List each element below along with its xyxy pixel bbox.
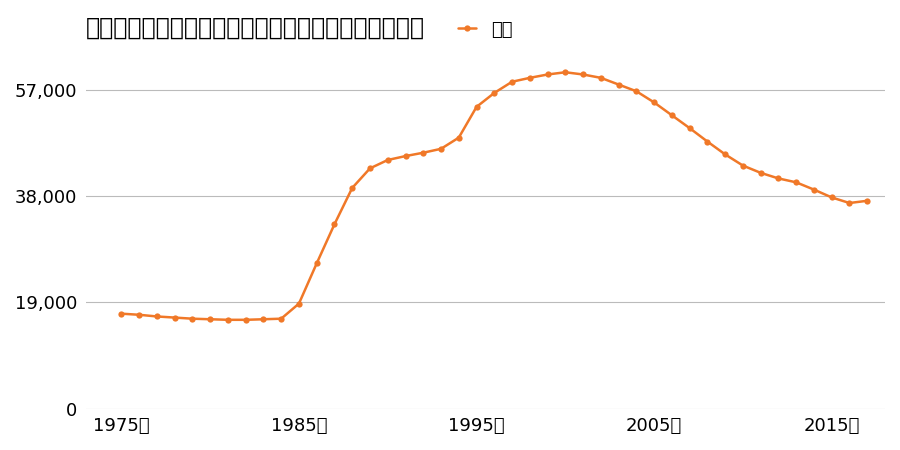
価格 xyxy=(187,316,198,321)
価格 xyxy=(808,187,819,192)
価格 xyxy=(364,166,375,171)
価格 xyxy=(293,301,304,306)
価格 xyxy=(454,135,464,140)
価格 xyxy=(844,200,855,206)
価格 xyxy=(649,100,660,105)
価格 xyxy=(702,139,713,144)
Text: 福島県福島市瀬上町字東町１丁目１番１０の地価推移: 福島県福島市瀬上町字東町１丁目１番１０の地価推移 xyxy=(86,15,425,39)
Legend: 価格: 価格 xyxy=(451,14,519,46)
価格 xyxy=(826,195,837,200)
価格 xyxy=(400,153,411,159)
価格 xyxy=(631,89,642,94)
価格 xyxy=(791,180,802,185)
価格 xyxy=(560,70,571,75)
価格 xyxy=(204,316,215,322)
価格 xyxy=(382,158,393,163)
価格 xyxy=(275,316,286,321)
価格 xyxy=(667,112,678,118)
価格 xyxy=(755,170,766,176)
価格 xyxy=(613,82,624,87)
価格 xyxy=(578,72,589,77)
価格 xyxy=(329,221,340,227)
価格 xyxy=(436,146,446,152)
価格 xyxy=(489,90,500,96)
価格 xyxy=(311,261,322,266)
価格 xyxy=(116,311,127,316)
価格 xyxy=(525,75,535,81)
価格 xyxy=(222,317,233,323)
価格 xyxy=(258,316,269,322)
価格 xyxy=(862,198,873,203)
価格 xyxy=(773,176,784,181)
Line: 価格: 価格 xyxy=(118,69,870,323)
価格 xyxy=(151,314,162,319)
価格 xyxy=(542,72,553,77)
価格 xyxy=(346,185,357,191)
価格 xyxy=(596,75,607,81)
価格 xyxy=(507,79,517,85)
価格 xyxy=(240,317,251,323)
価格 xyxy=(737,163,748,168)
価格 xyxy=(418,150,428,155)
価格 xyxy=(720,152,731,157)
価格 xyxy=(471,104,482,110)
価格 xyxy=(134,312,145,318)
価格 xyxy=(684,126,695,131)
価格 xyxy=(169,315,180,320)
